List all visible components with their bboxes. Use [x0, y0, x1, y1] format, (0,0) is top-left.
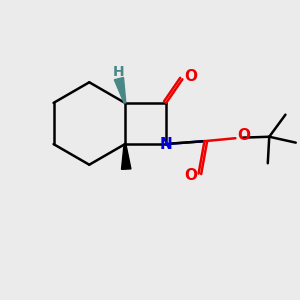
Text: O: O: [238, 128, 251, 143]
Text: H: H: [113, 65, 125, 79]
Text: N: N: [160, 136, 172, 152]
Polygon shape: [114, 77, 126, 103]
Polygon shape: [122, 144, 131, 169]
Text: O: O: [185, 69, 198, 84]
Text: O: O: [184, 168, 197, 183]
